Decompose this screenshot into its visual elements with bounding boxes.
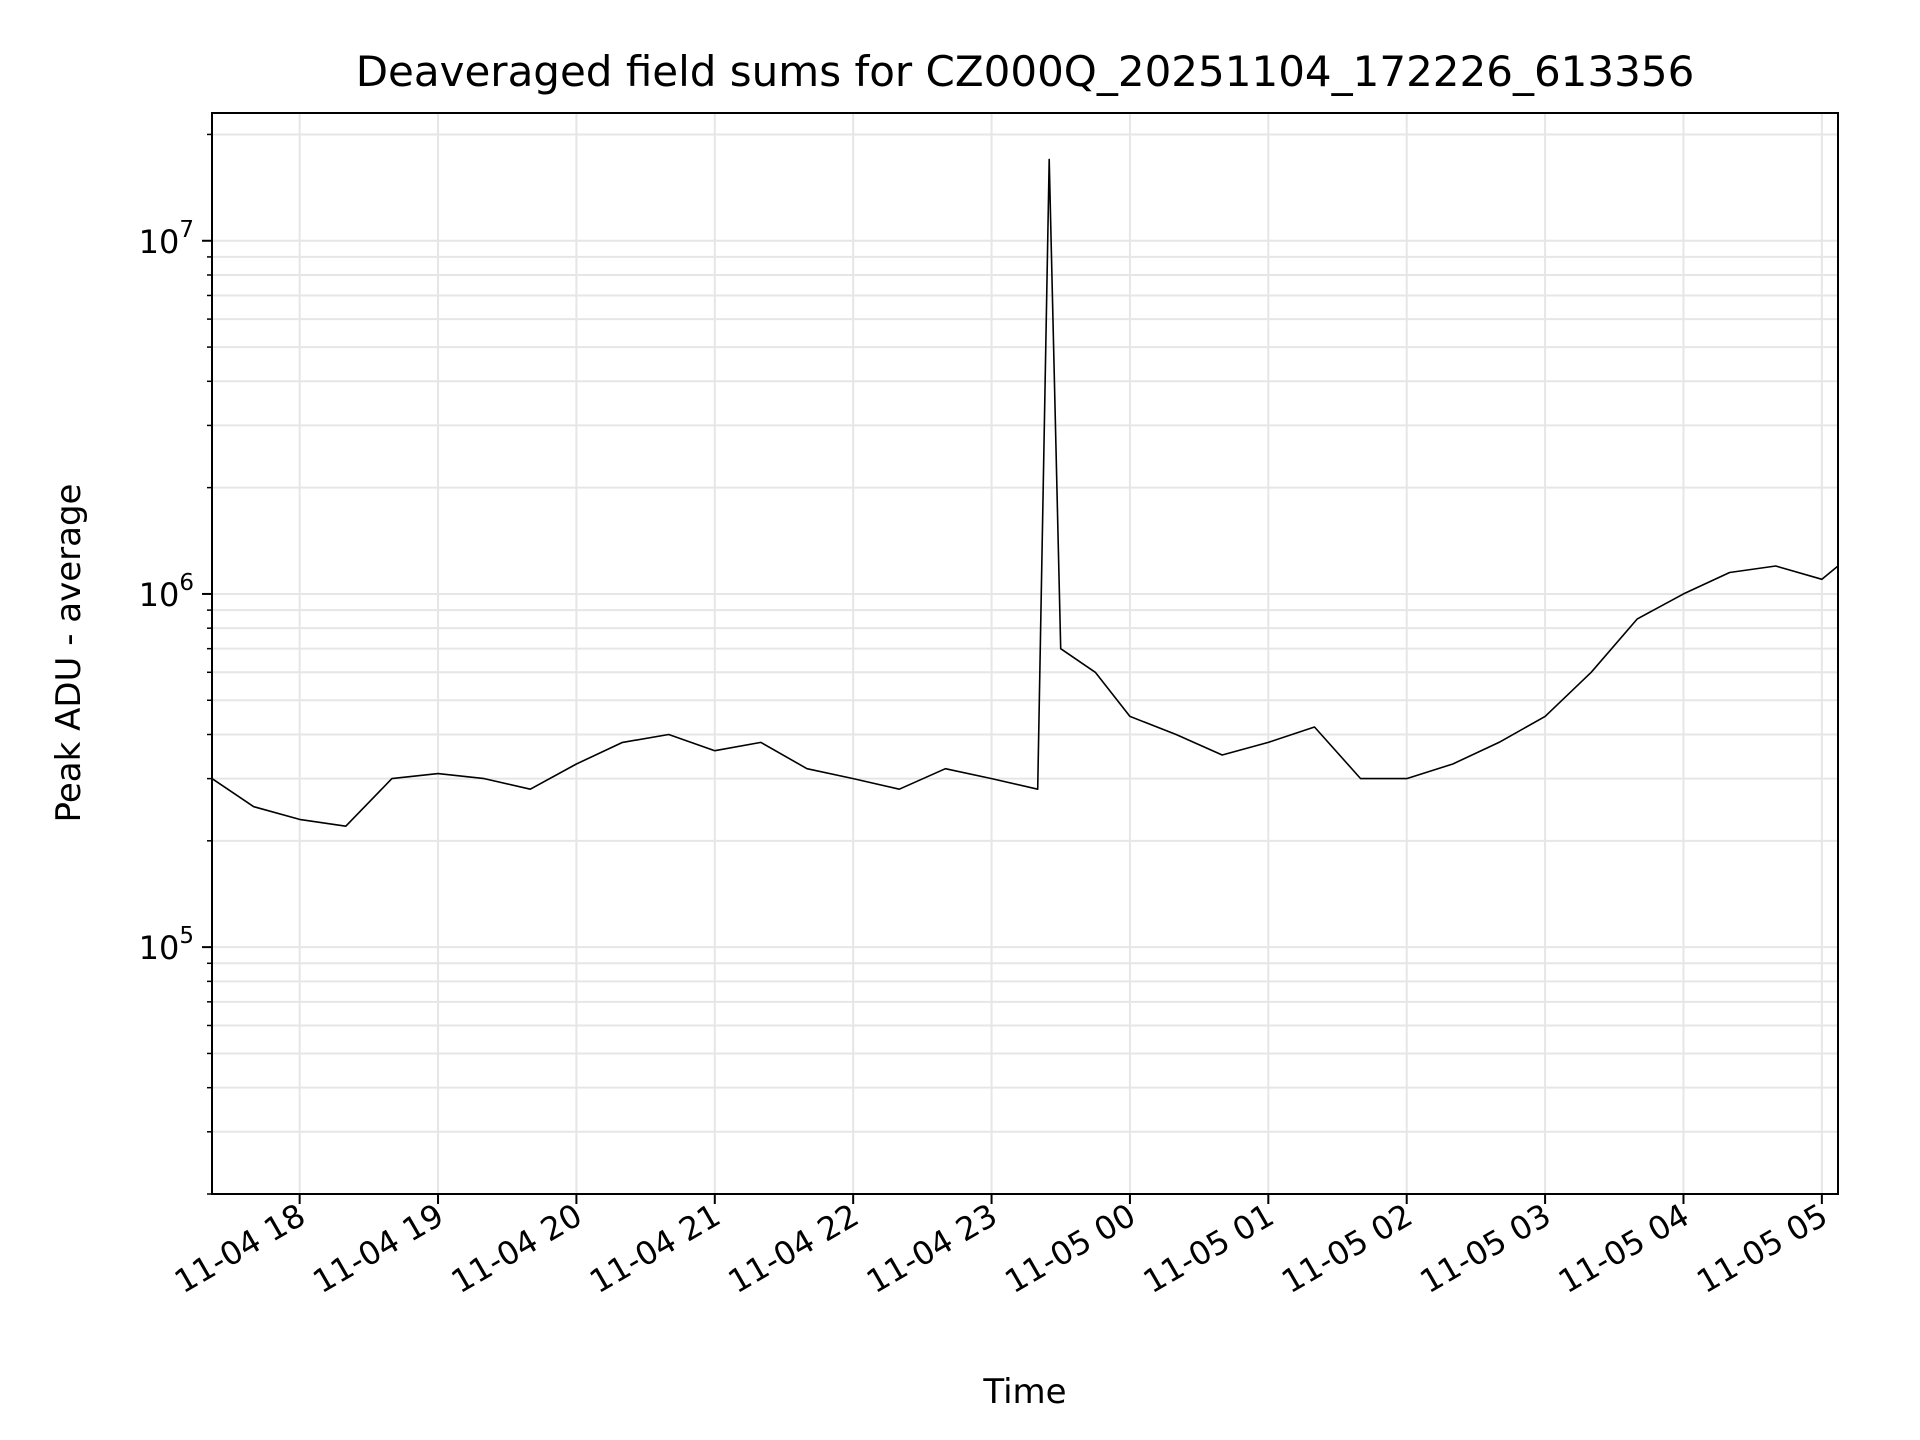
plot-area bbox=[211, 158, 1839, 828]
x-tick-label: 11-04 21 bbox=[583, 1196, 727, 1301]
x-tick-label: 11-04 18 bbox=[168, 1196, 312, 1301]
x-tick-label: 11-04 19 bbox=[306, 1196, 450, 1301]
y-axis: 105 106 107 bbox=[139, 133, 212, 1195]
y-tick-label: 107 bbox=[139, 217, 194, 261]
plot-frame bbox=[211, 112, 1839, 1195]
x-tick-label: 11-05 02 bbox=[1275, 1196, 1419, 1301]
y-tick-label: 106 bbox=[139, 570, 194, 614]
x-tick-label: 11-04 23 bbox=[860, 1196, 1004, 1301]
series-line bbox=[211, 158, 1839, 828]
x-axis-label: Time bbox=[982, 1372, 1066, 1412]
x-tick-label: 11-04 22 bbox=[722, 1196, 866, 1301]
y-axis-label: Peak ADU - average bbox=[49, 484, 89, 823]
x-tick-label: 11-05 05 bbox=[1690, 1196, 1834, 1301]
y-tick-label: 105 bbox=[139, 923, 194, 967]
x-tick-label: 11-05 04 bbox=[1552, 1196, 1696, 1301]
x-tick-label: 11-04 20 bbox=[445, 1196, 589, 1301]
x-tick-label: 11-05 00 bbox=[998, 1196, 1142, 1301]
x-tick-label: 11-05 03 bbox=[1413, 1196, 1557, 1301]
grid bbox=[212, 113, 1838, 1195]
chart-title: Deaveraged field sums for CZ000Q_2025110… bbox=[356, 47, 1695, 96]
x-tick-label: 11-05 01 bbox=[1137, 1196, 1281, 1301]
